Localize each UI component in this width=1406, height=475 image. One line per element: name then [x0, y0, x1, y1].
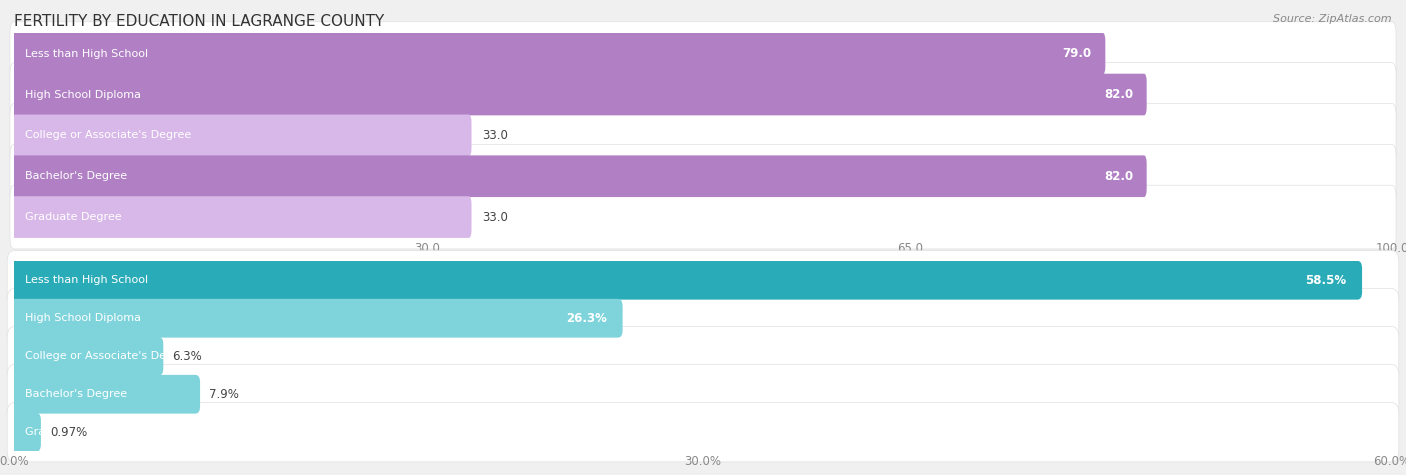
- FancyBboxPatch shape: [10, 185, 1396, 249]
- Text: Graduate Degree: Graduate Degree: [25, 212, 122, 222]
- Text: 82.0: 82.0: [1104, 170, 1133, 183]
- FancyBboxPatch shape: [11, 74, 1147, 115]
- Text: Less than High School: Less than High School: [25, 48, 148, 59]
- FancyBboxPatch shape: [7, 327, 1399, 386]
- FancyBboxPatch shape: [7, 403, 1399, 462]
- FancyBboxPatch shape: [11, 114, 471, 156]
- Text: 33.0: 33.0: [482, 210, 509, 224]
- Text: 6.3%: 6.3%: [173, 350, 202, 363]
- Text: Graduate Degree: Graduate Degree: [25, 427, 122, 437]
- Text: 58.5%: 58.5%: [1305, 274, 1347, 287]
- Text: Less than High School: Less than High School: [25, 275, 148, 285]
- FancyBboxPatch shape: [10, 63, 1396, 126]
- FancyBboxPatch shape: [7, 365, 1399, 424]
- Text: 26.3%: 26.3%: [567, 312, 607, 325]
- FancyBboxPatch shape: [7, 251, 1399, 310]
- Text: High School Diploma: High School Diploma: [25, 89, 141, 100]
- FancyBboxPatch shape: [10, 375, 200, 414]
- FancyBboxPatch shape: [10, 261, 1362, 300]
- Text: High School Diploma: High School Diploma: [25, 313, 141, 323]
- FancyBboxPatch shape: [10, 22, 1396, 86]
- Text: 33.0: 33.0: [482, 129, 509, 142]
- Text: 0.97%: 0.97%: [51, 426, 87, 439]
- FancyBboxPatch shape: [10, 299, 623, 338]
- Text: Bachelor's Degree: Bachelor's Degree: [25, 389, 127, 399]
- Text: 79.0: 79.0: [1063, 47, 1091, 60]
- Text: 7.9%: 7.9%: [209, 388, 239, 401]
- Text: College or Associate's Degree: College or Associate's Degree: [25, 130, 191, 141]
- Text: Bachelor's Degree: Bachelor's Degree: [25, 171, 127, 181]
- Text: College or Associate's Degree: College or Associate's Degree: [25, 351, 191, 361]
- Text: Source: ZipAtlas.com: Source: ZipAtlas.com: [1274, 14, 1392, 24]
- FancyBboxPatch shape: [10, 337, 163, 376]
- FancyBboxPatch shape: [10, 144, 1396, 208]
- FancyBboxPatch shape: [10, 104, 1396, 167]
- FancyBboxPatch shape: [10, 413, 41, 452]
- Text: FERTILITY BY EDUCATION IN LAGRANGE COUNTY: FERTILITY BY EDUCATION IN LAGRANGE COUNT…: [14, 14, 384, 29]
- FancyBboxPatch shape: [11, 33, 1105, 75]
- FancyBboxPatch shape: [11, 196, 471, 238]
- FancyBboxPatch shape: [7, 289, 1399, 348]
- FancyBboxPatch shape: [11, 155, 1147, 197]
- Text: 82.0: 82.0: [1104, 88, 1133, 101]
